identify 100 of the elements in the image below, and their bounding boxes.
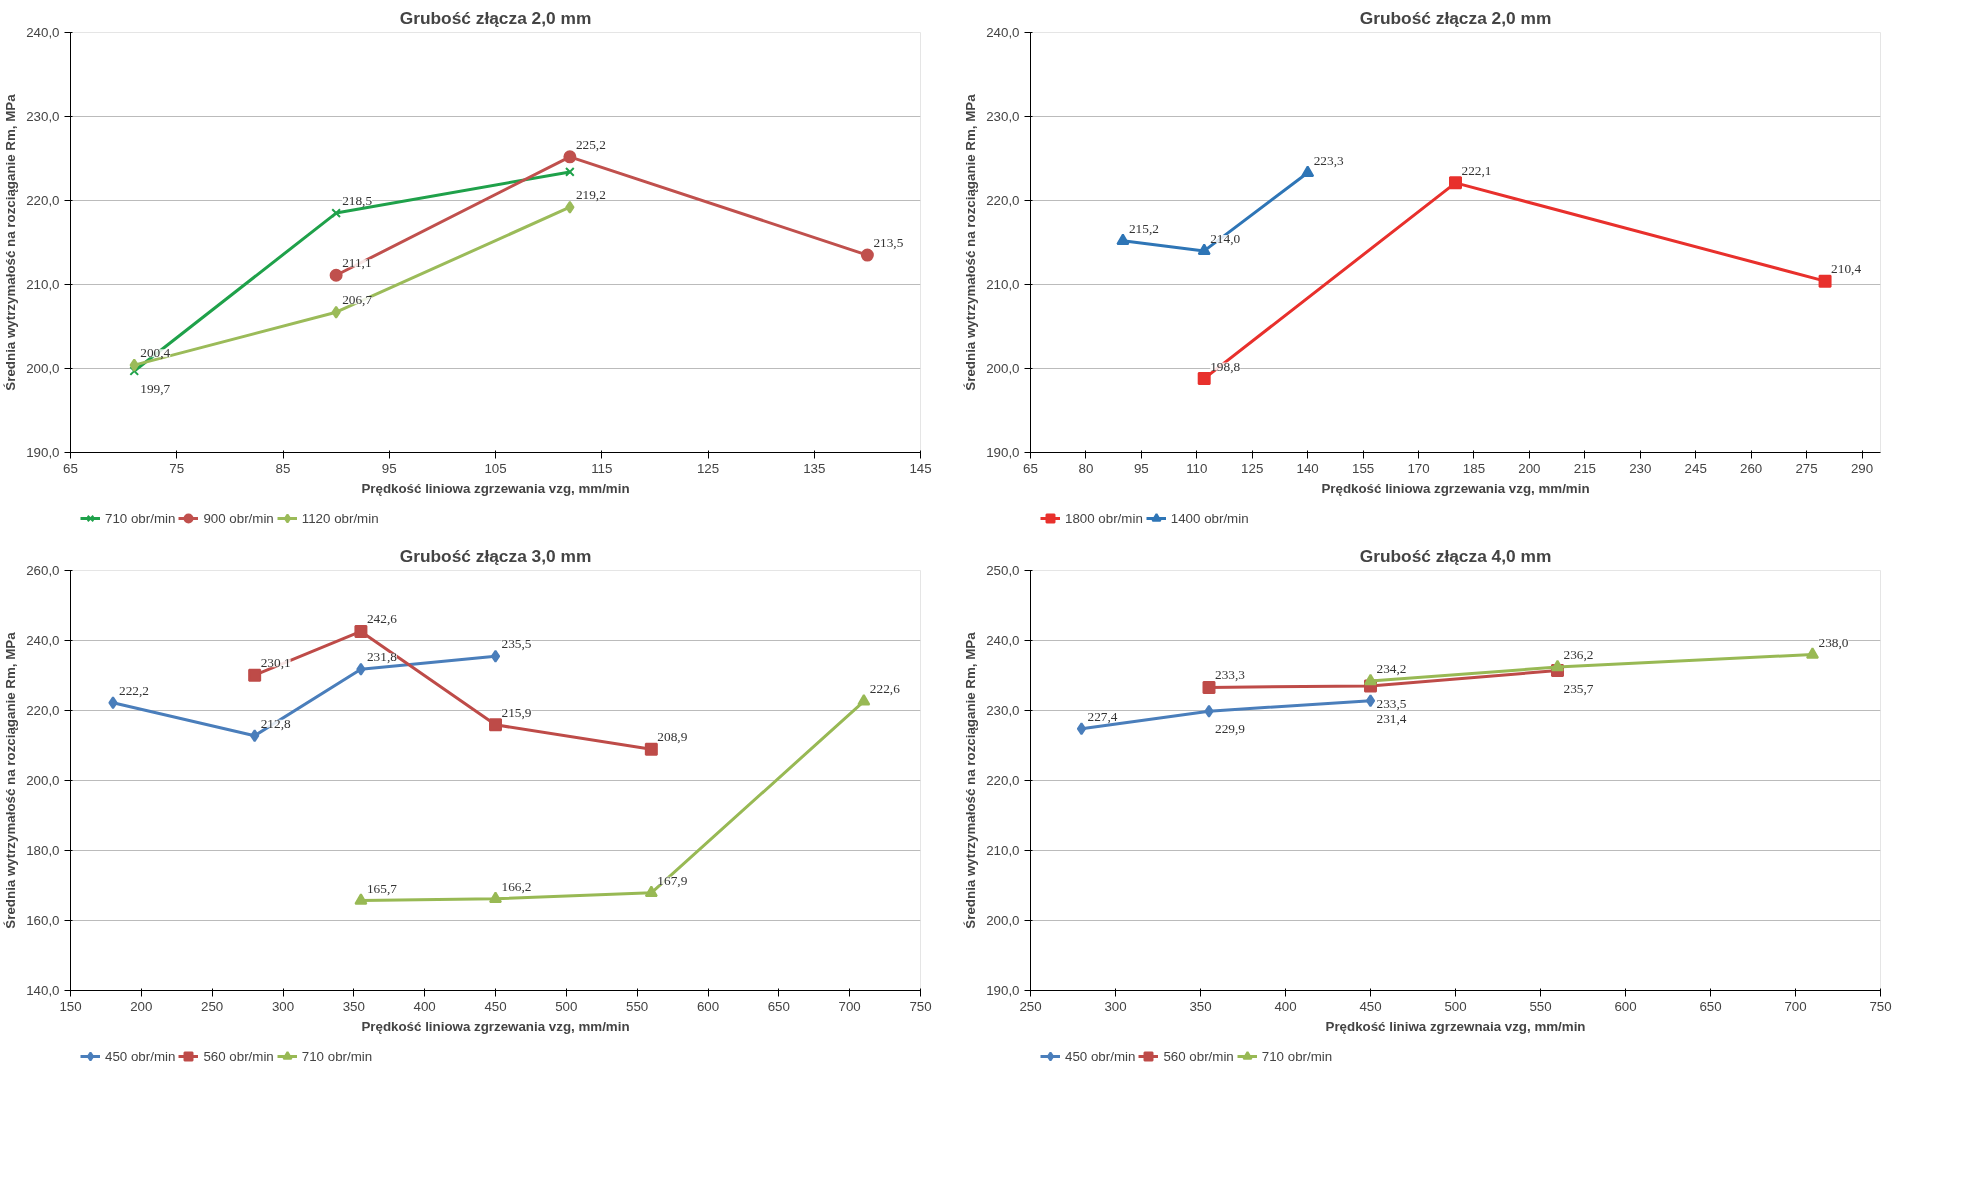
data-label: 231,8 [366, 649, 398, 665]
x-tick-label: 300 [1104, 998, 1127, 1014]
data-label: 215,2 [1128, 220, 1159, 236]
data-label: 231,4 [1376, 710, 1407, 726]
x-tick-label: 135 [803, 460, 826, 476]
x-tick-label: 450 [484, 998, 507, 1014]
y-tick-label: 240,0 [986, 25, 1020, 40]
x-tick-label: 200 [1518, 460, 1541, 476]
x-tick-label: 215 [1573, 460, 1596, 476]
x-tick-label: 700 [1784, 998, 1807, 1014]
data-label: 235,7 [1563, 680, 1594, 696]
x-tick-label: 350 [342, 998, 365, 1014]
y-tick-label: 210,0 [986, 843, 1020, 858]
chart-title: Grubość złącza 4,0 mm [1359, 545, 1552, 566]
x-tick-label: 85 [275, 460, 291, 476]
y-tick-label: 200,0 [986, 913, 1020, 928]
chart-title: Grubość złącza 3,0 mm [399, 545, 592, 566]
data-label: 219,2 [575, 187, 606, 203]
x-tick-label: 105 [484, 460, 507, 476]
y-tick-label: 190,0 [986, 445, 1020, 460]
data-label: 227,4 [1087, 708, 1118, 724]
data-label: 165,7 [366, 880, 398, 896]
x-tick-label: 400 [413, 998, 436, 1014]
y-tick-label: 140,0 [26, 983, 60, 998]
x-tick-label: 450 [1359, 998, 1382, 1014]
legend-label: 1800 obr/min [1065, 510, 1143, 526]
legend-label: 900 obr/min [203, 510, 274, 526]
x-tick-label: 290 [1850, 460, 1874, 476]
x-tick-label: 500 [1444, 998, 1467, 1014]
data-label: 210,4 [1831, 261, 1862, 277]
y-tick-label: 220,0 [986, 193, 1020, 208]
y-tick-label: 180,0 [26, 843, 60, 858]
y-axis-title: Średnia wytrzymałość na rozciąganie Rm, MPa [3, 93, 19, 391]
x-tick-label: 65 [63, 460, 78, 476]
data-label: 167,9 [657, 872, 688, 888]
x-tick-label: 750 [1869, 998, 1892, 1014]
data-label: 229,9 [1215, 721, 1246, 737]
data-label: 199,7 [140, 381, 171, 397]
y-tick-label: 210,0 [986, 277, 1020, 292]
x-tick-label: 650 [767, 998, 790, 1014]
data-label: 230,1 [260, 655, 291, 671]
x-tick-label: 260 [1740, 460, 1763, 476]
y-tick-label: 230,0 [986, 703, 1020, 718]
x-tick-label: 550 [626, 998, 649, 1014]
x-tick-label: 275 [1795, 460, 1818, 476]
x-tick-label: 350 [1189, 998, 1212, 1014]
x-tick-label: 600 [1614, 998, 1637, 1014]
data-label: 198,8 [1210, 358, 1241, 374]
x-axis-title: Prędkość liniowa zgrzewania vzg, mm/min [361, 1018, 630, 1034]
data-label: 235,5 [501, 636, 532, 652]
x-tick-label: 110 [1186, 460, 1208, 476]
data-label: 222,2 [119, 682, 149, 698]
data-label: 206,7 [342, 292, 373, 308]
data-label: 200,4 [140, 345, 171, 361]
legend-label: 710 obr/min [105, 510, 176, 526]
legend-label: 450 obr/min [1065, 1048, 1136, 1064]
legend-label: 450 obr/min [105, 1048, 176, 1064]
data-label: 238,0 [1818, 634, 1849, 650]
x-tick-label: 145 [909, 460, 932, 476]
x-axis-title: Prędkość liniowa zgrzewania vzg, mm/min [1321, 480, 1590, 496]
y-tick-label: 210,0 [26, 277, 60, 292]
x-tick-label: 65 [1023, 460, 1038, 476]
x-tick-label: 250 [201, 998, 224, 1014]
x-tick-label: 400 [1274, 998, 1297, 1014]
data-label: 215,9 [501, 704, 532, 720]
y-tick-label: 200,0 [986, 361, 1020, 376]
y-tick-label: 240,0 [26, 25, 60, 40]
x-tick-label: 95 [381, 460, 397, 476]
data-label: 218,5 [342, 193, 373, 209]
x-tick-label: 170 [1407, 460, 1430, 476]
y-tick-label: 220,0 [986, 773, 1020, 788]
y-tick-label: 240,0 [26, 633, 60, 648]
x-tick-label: 80 [1078, 460, 1094, 476]
data-label: 208,9 [657, 729, 688, 745]
x-tick-label: 125 [1241, 460, 1264, 476]
data-label: 211,1 [342, 255, 372, 271]
y-tick-label: 260,0 [26, 563, 60, 578]
x-tick-label: 230 [1629, 460, 1652, 476]
x-axis-title: Prędkość liniwa zgrzewnaia vzg, mm/min [1325, 1018, 1586, 1034]
y-tick-label: 160,0 [26, 913, 60, 928]
y-axis-title: Średnia wytrzymałość na rozciąganie Rm, MPa [963, 631, 979, 929]
x-tick-label: 95 [1133, 460, 1149, 476]
y-tick-label: 230,0 [986, 109, 1020, 124]
data-label: 236,2 [1563, 647, 1594, 663]
y-tick-label: 190,0 [986, 983, 1020, 998]
x-tick-label: 700 [838, 998, 861, 1014]
x-tick-label: 550 [1529, 998, 1552, 1014]
chart-title: Grubość złącza 2,0 mm [1359, 7, 1552, 28]
legend-label: 710 obr/min [1261, 1048, 1333, 1064]
legend-label: 560 obr/min [203, 1048, 274, 1064]
data-label: 242,6 [366, 611, 398, 627]
x-tick-label: 600 [696, 998, 720, 1014]
x-tick-label: 650 [1699, 998, 1722, 1014]
legend-label: 710 obr/min [301, 1048, 373, 1064]
data-label: 166,2 [501, 878, 532, 894]
x-tick-label: 115 [591, 460, 613, 476]
chart-title: Grubość złącza 2,0 mm [399, 7, 592, 28]
y-tick-label: 200,0 [26, 361, 60, 376]
y-tick-label: 190,0 [26, 445, 60, 460]
y-tick-label: 220,0 [26, 193, 60, 208]
